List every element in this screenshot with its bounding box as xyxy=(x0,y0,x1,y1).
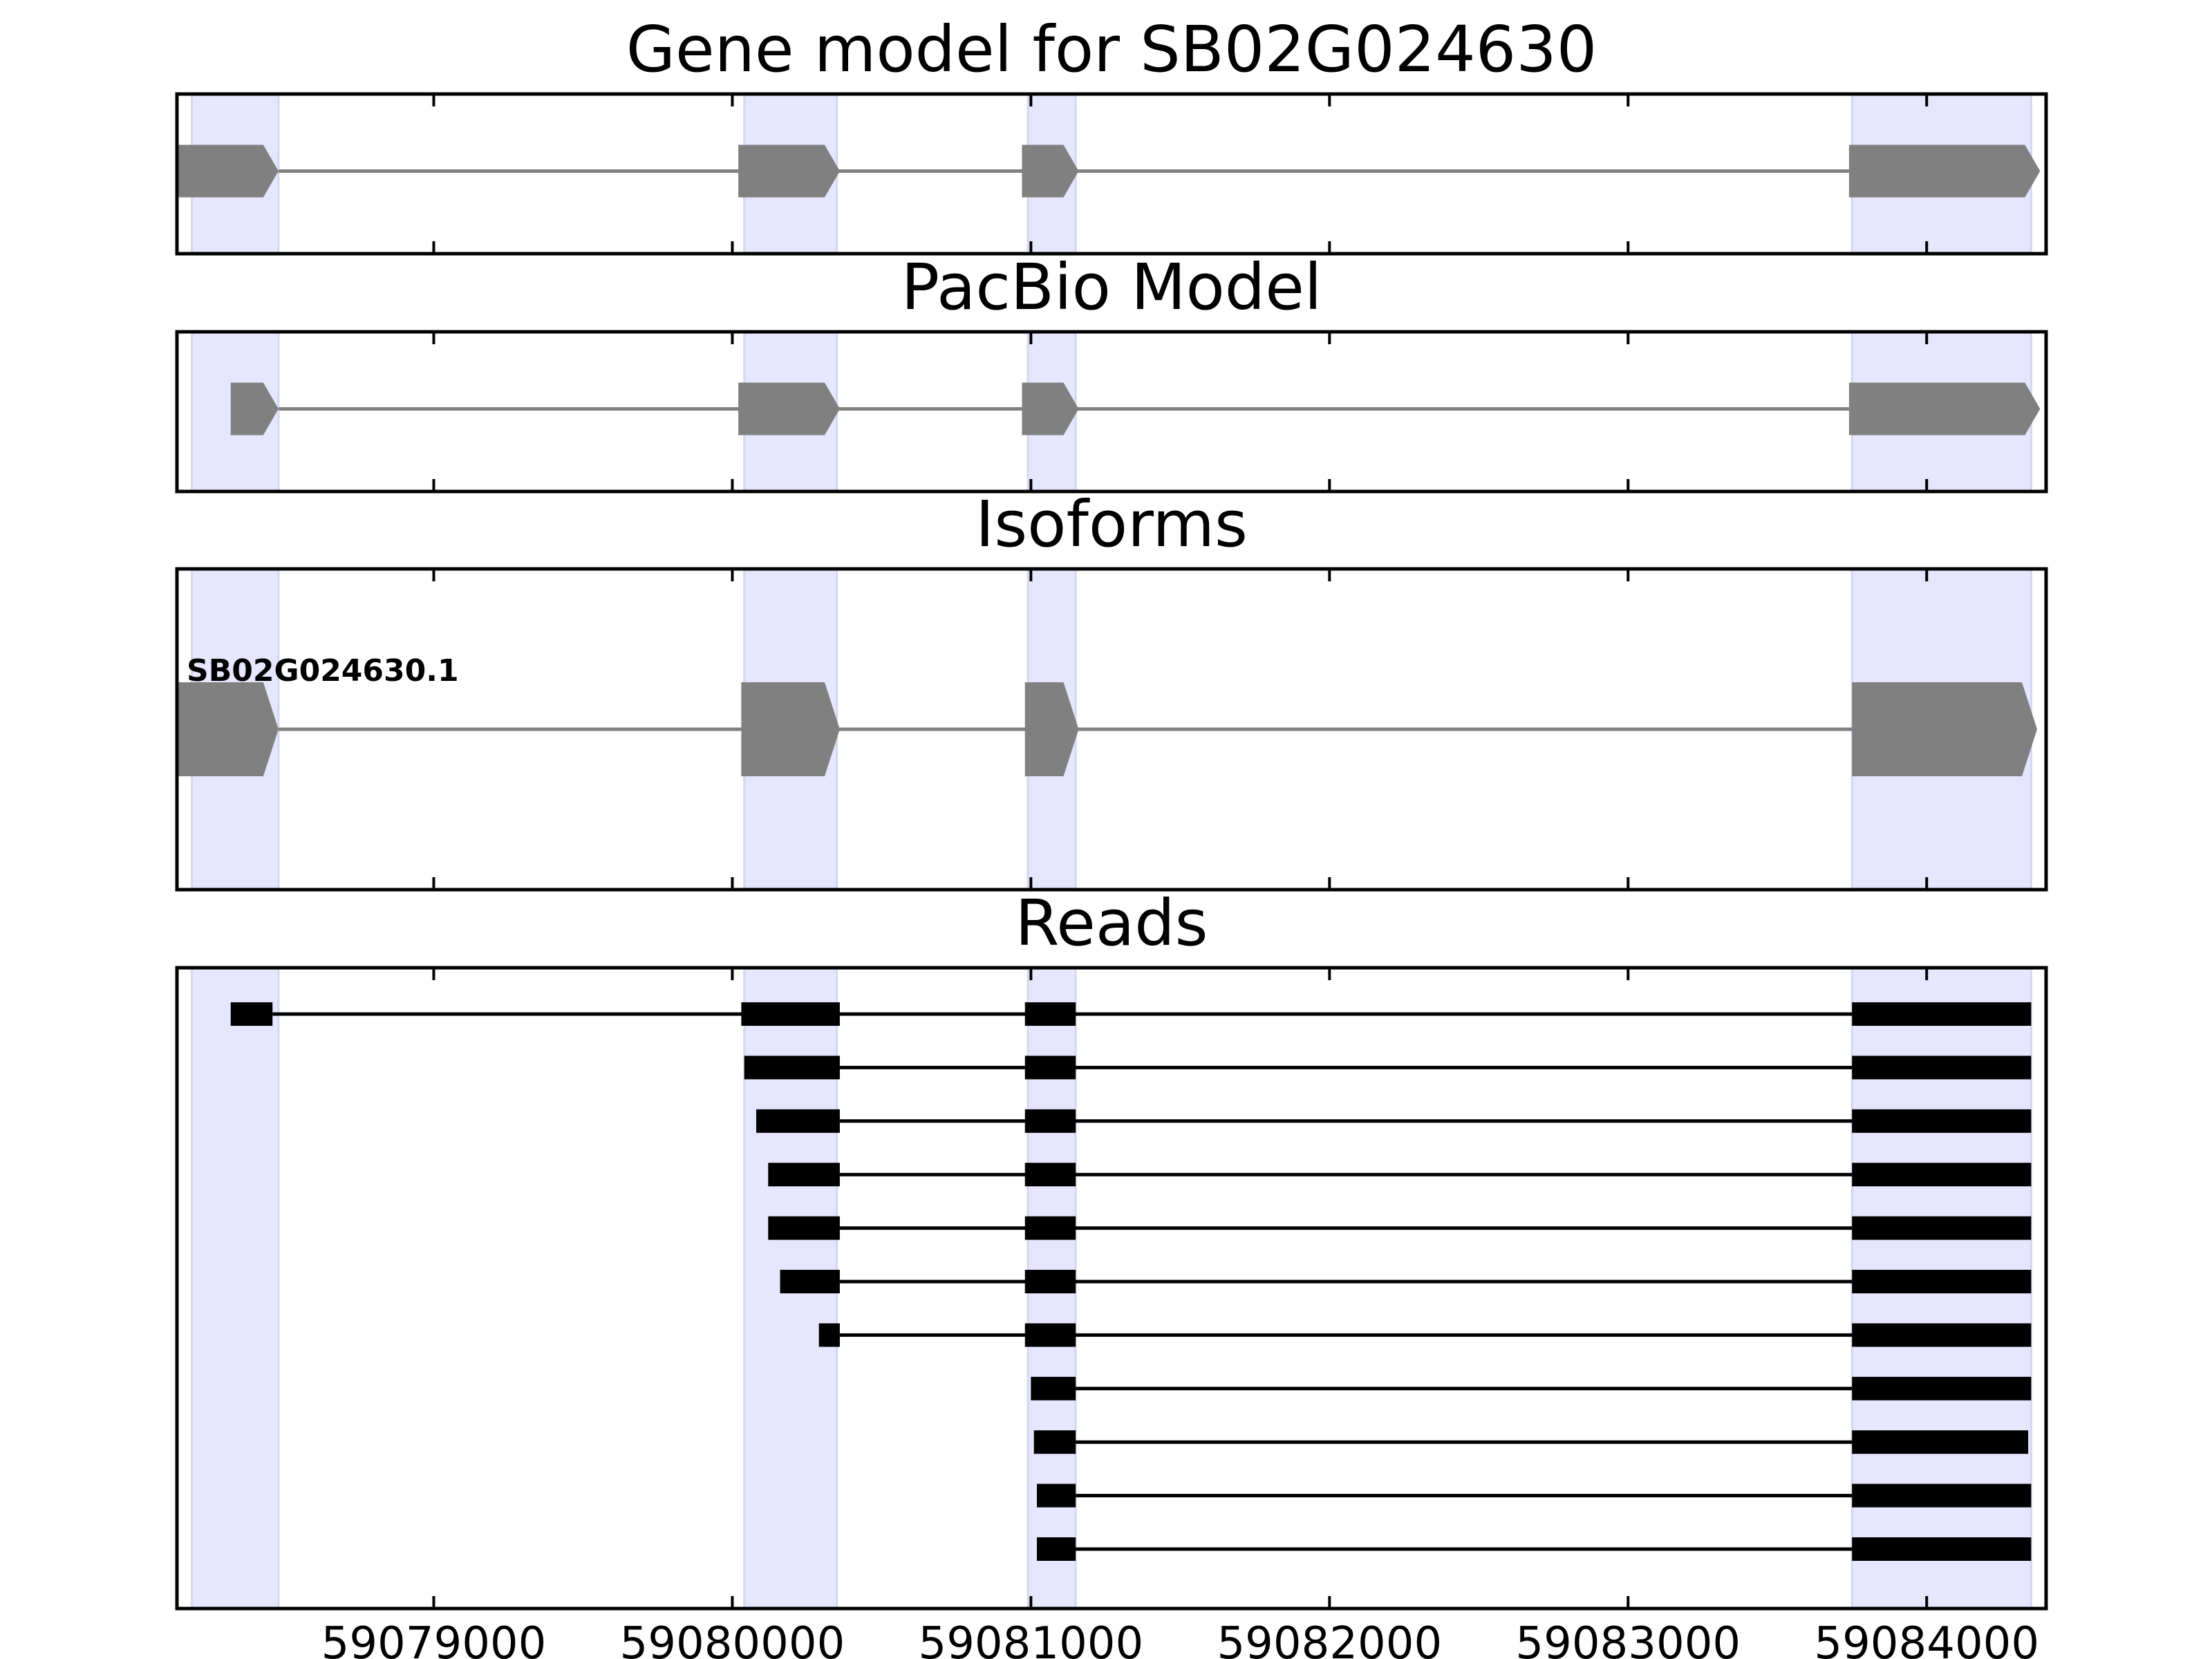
read-row xyxy=(780,1270,2032,1293)
x-tick-label: 59079000 xyxy=(321,1618,547,1659)
read-block xyxy=(1024,1216,1076,1240)
read-block xyxy=(1852,1056,2032,1080)
read-block xyxy=(780,1270,840,1293)
read-block xyxy=(1024,1270,1076,1293)
read-block xyxy=(1852,1163,2032,1187)
read-row xyxy=(1037,1483,2032,1508)
exon-arrow xyxy=(1848,144,2041,198)
exon-arrow xyxy=(1852,682,2038,776)
exon-arrow xyxy=(177,682,279,776)
read-block xyxy=(1024,1056,1076,1080)
exon-highlight-region xyxy=(191,966,280,1610)
read-row xyxy=(1037,1537,2032,1561)
panel-frame xyxy=(175,92,2048,256)
read-block xyxy=(1852,1109,2032,1133)
read-block xyxy=(1852,1483,2032,1508)
exon-arrow xyxy=(1848,382,2041,435)
read-block xyxy=(741,1002,840,1026)
x-tick-label: 59083000 xyxy=(1515,1618,1741,1659)
read-block xyxy=(230,1002,273,1026)
read-block xyxy=(1852,1270,2032,1293)
exon-arrow xyxy=(177,144,279,198)
read-block xyxy=(1852,1430,2029,1454)
x-tick-label: 59082000 xyxy=(1217,1618,1442,1659)
panel-3: Reads xyxy=(175,886,2048,1611)
panel-title: Isoforms xyxy=(975,487,1248,561)
read-block xyxy=(1852,1323,2032,1347)
read-block xyxy=(744,1056,840,1080)
read-block xyxy=(1852,1537,2032,1561)
exon-arrow xyxy=(741,682,840,776)
read-row xyxy=(768,1163,2032,1187)
isoform-label: SB02G024630.1 xyxy=(187,653,459,688)
read-block xyxy=(1024,1163,1076,1187)
panel-2: Isoforms SB02G024630.1 xyxy=(175,487,2048,892)
read-block xyxy=(1037,1483,1076,1508)
read-row xyxy=(1033,1430,2029,1454)
read-block xyxy=(1037,1537,1076,1561)
panel-title: PacBio Model xyxy=(901,250,1322,324)
exon-arrow xyxy=(738,382,840,435)
exon-arrow xyxy=(738,144,840,198)
x-tick-label: 59080000 xyxy=(620,1618,845,1659)
read-row xyxy=(1031,1376,2032,1400)
panel-title: Gene model for SB02G024630 xyxy=(626,12,1597,86)
panel-frame xyxy=(175,330,2048,494)
read-block xyxy=(1024,1002,1076,1026)
exon-arrow xyxy=(1022,144,1079,198)
panel-title: Reads xyxy=(1015,886,1208,960)
panel-frame xyxy=(175,567,2048,892)
panel-frame xyxy=(175,966,2048,1611)
read-row xyxy=(818,1323,2032,1347)
panel-1: PacBio Model xyxy=(175,250,2048,494)
read-row xyxy=(756,1109,2032,1133)
read-block xyxy=(1852,1376,2032,1400)
read-block xyxy=(768,1163,840,1187)
x-tick-label: 59084000 xyxy=(1814,1618,2039,1659)
exon-arrow xyxy=(1022,382,1079,435)
read-row xyxy=(744,1056,2032,1080)
panel-0: Gene model for SB02G024630 xyxy=(175,12,2048,256)
read-block xyxy=(1033,1430,1076,1454)
read-row xyxy=(768,1216,2032,1240)
exon-arrow xyxy=(1024,682,1079,776)
exon-arrow xyxy=(230,382,279,435)
read-row xyxy=(230,1002,2032,1026)
read-block xyxy=(768,1216,840,1240)
x-tick-label: 59081000 xyxy=(918,1618,1143,1659)
read-block xyxy=(1024,1323,1076,1347)
read-block xyxy=(818,1323,840,1347)
read-block xyxy=(1024,1109,1076,1133)
read-block xyxy=(1852,1216,2032,1240)
read-block xyxy=(1031,1376,1076,1400)
read-block xyxy=(756,1109,840,1133)
read-block xyxy=(1852,1002,2032,1026)
